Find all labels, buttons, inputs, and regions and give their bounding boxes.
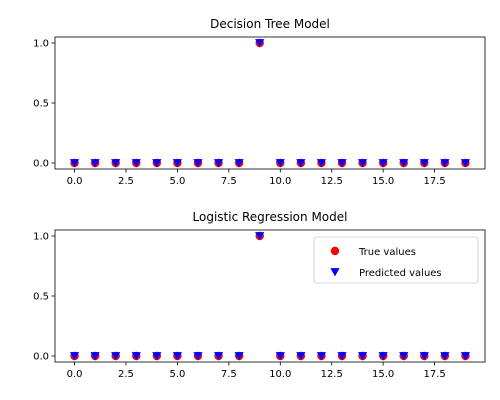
x-tick-label: 10.0 [269,369,291,380]
predicted-value-point [357,159,368,168]
predicted-value-point [234,159,244,168]
predicted-value-point [316,159,327,168]
predicted-value-point [234,352,244,361]
predicted-value-point [255,39,265,48]
predicted-value-point [337,352,347,361]
predicted-value-point [440,352,450,361]
predicted-value-point [172,159,183,168]
predicted-value-point [316,352,327,361]
predicted-value-point [460,352,471,361]
predicted-value-point [193,352,203,361]
x-tick-label: 15.0 [372,369,394,380]
predicted-value-point [440,159,450,168]
x-tick-label: 0.0 [67,176,83,187]
predicted-value-point [90,352,100,361]
logistic-regression-panel: Logistic Regression Model 0.0 2.5 5.0 7.5 10.… [33,210,486,380]
x-tick-label: 2.5 [118,176,134,187]
x-tick-label: 10.0 [269,176,291,187]
predicted-value-point [193,159,203,168]
predicted-value-point [357,352,368,361]
y-tick-label: 0.0 [33,159,49,170]
predicted-value-point [111,159,121,168]
y-tick-label: 0.5 [33,99,49,110]
chart-title: Decision Tree Model [210,17,330,31]
predicted-value-point [131,159,141,168]
legend-marker-true [330,246,340,256]
legend-marker-predicted [330,268,340,277]
predicted-value-point [378,159,388,168]
x-tick-label: 15.0 [372,176,394,187]
legend-box [313,236,479,284]
predicted-value-point [255,232,265,241]
predicted-value-point [111,352,121,361]
predicted-value-point [90,159,100,168]
predicted-value-point [296,159,306,168]
y-tick-label: 0.5 [33,292,49,303]
predicted-value-point [213,352,224,361]
predicted-value-point [419,159,429,168]
x-tick-label: 17.5 [423,176,445,187]
predicted-value-point [399,159,409,168]
predicted-value-point [296,352,306,361]
x-tick-label: 7.5 [221,176,237,187]
predicted-value-point [131,352,141,361]
x-tick-label: 7.5 [221,369,237,380]
x-tick-label: 17.5 [423,369,445,380]
x-tick-label: 2.5 [118,369,134,380]
predicted-value-point [275,159,285,168]
chart-title: Logistic Regression Model [193,210,348,224]
y-tick-label: 1.0 [33,39,49,50]
predicted-value-point [419,352,429,361]
predicted-value-point [152,352,162,361]
y-tick-label: 1.0 [33,232,49,243]
legend-label: Predicted values [359,268,442,279]
predicted-value-point [460,159,471,168]
predicted-value-point [152,159,162,168]
y-tick-label: 0.0 [33,352,49,363]
decision-tree-panel: Decision Tree Model 0.0 2.5 5.0 7.5 10.0 12.5 1… [33,17,486,187]
x-tick-label: 0.0 [67,369,83,380]
predicted-value-point [172,352,183,361]
predicted-value-point [337,159,347,168]
x-tick-label: 12.5 [321,369,343,380]
x-tick-label: 5.0 [169,369,185,380]
axes-frame [54,36,486,170]
predicted-value-point [69,352,80,361]
legend-label: True values [358,247,416,258]
predicted-value-point [399,352,409,361]
x-tick-label: 5.0 [169,176,185,187]
x-tick-label: 12.5 [321,176,343,187]
predicted-value-point [213,159,224,168]
predicted-value-point [275,352,285,361]
predicted-value-point [378,352,388,361]
predicted-value-point [69,159,80,168]
